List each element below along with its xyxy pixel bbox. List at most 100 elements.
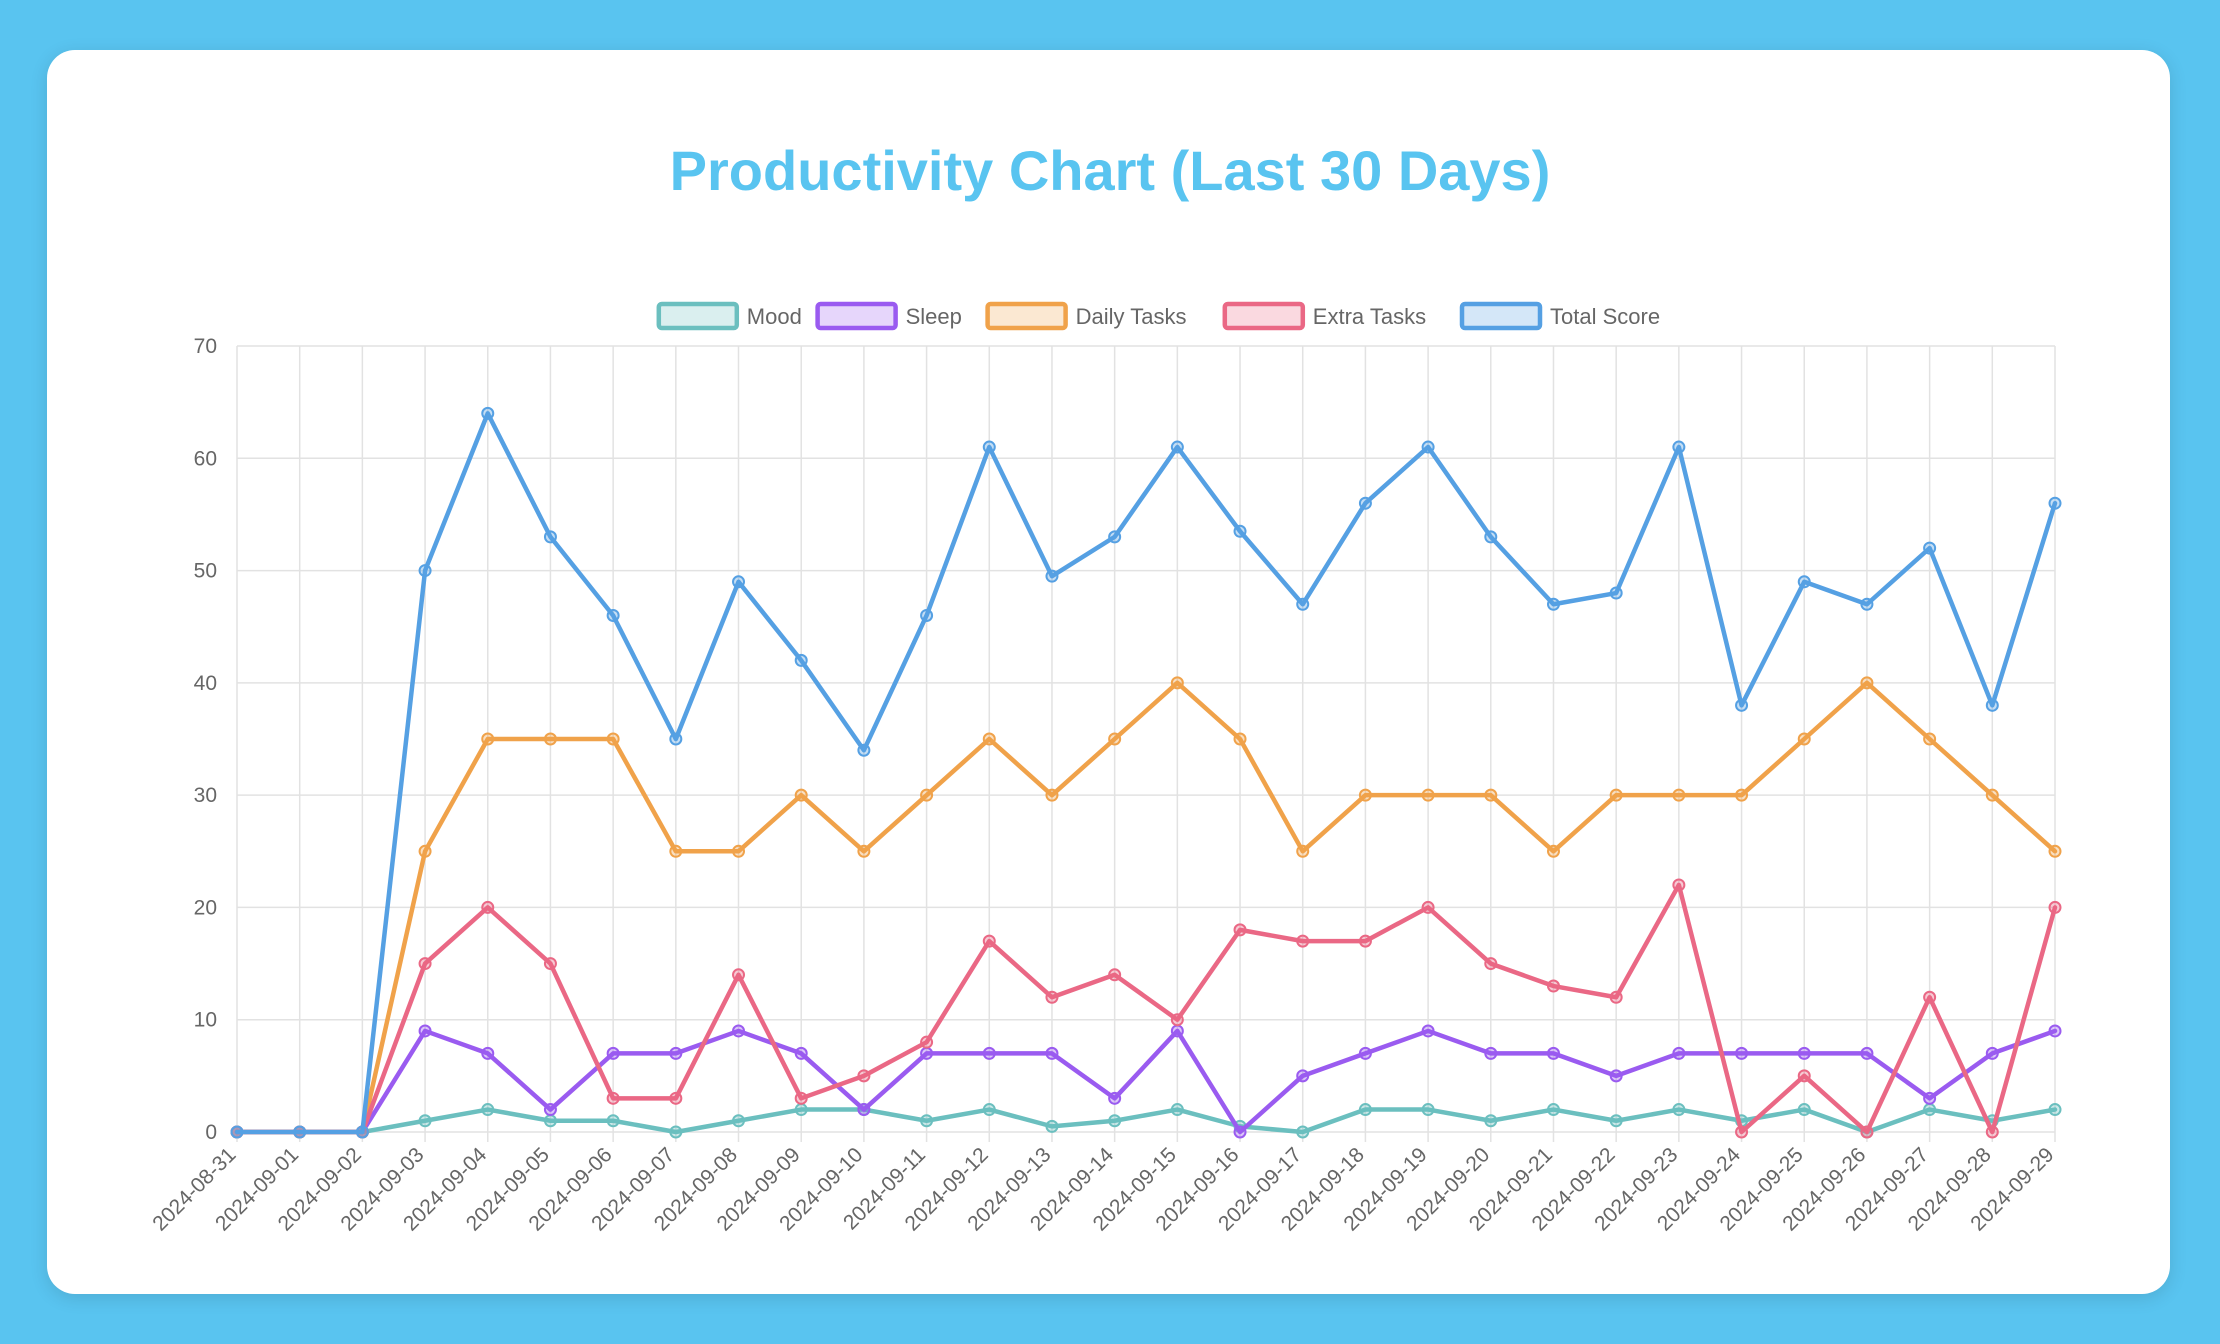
- data-point[interactable]: [1296, 597, 1310, 611]
- data-point[interactable]: [543, 957, 557, 971]
- data-point[interactable]: [481, 406, 495, 420]
- data-point[interactable]: [1735, 698, 1749, 712]
- data-point[interactable]: [1797, 1103, 1811, 1117]
- data-point[interactable]: [2048, 844, 2062, 858]
- data-point[interactable]: [1609, 586, 1623, 600]
- data-point[interactable]: [1484, 1046, 1498, 1060]
- data-point[interactable]: [481, 1103, 495, 1117]
- data-point[interactable]: [794, 1091, 808, 1105]
- data-point[interactable]: [857, 1103, 871, 1117]
- data-point[interactable]: [857, 1069, 871, 1083]
- data-point[interactable]: [1672, 878, 1686, 892]
- data-point[interactable]: [1421, 1103, 1435, 1117]
- data-point[interactable]: [418, 564, 432, 578]
- data-point[interactable]: [1421, 788, 1435, 802]
- data-point[interactable]: [2048, 900, 2062, 914]
- data-point[interactable]: [355, 1125, 369, 1139]
- data-point[interactable]: [1045, 569, 1059, 583]
- data-point[interactable]: [1985, 1125, 1999, 1139]
- data-point[interactable]: [794, 788, 808, 802]
- data-point[interactable]: [920, 1035, 934, 1049]
- data-point[interactable]: [1735, 1125, 1749, 1139]
- data-point[interactable]: [1358, 1046, 1372, 1060]
- data-point[interactable]: [1484, 957, 1498, 971]
- legend-item[interactable]: Sleep: [815, 301, 962, 331]
- data-point[interactable]: [1546, 1103, 1560, 1117]
- data-point[interactable]: [794, 1046, 808, 1060]
- data-point[interactable]: [418, 957, 432, 971]
- data-point[interactable]: [1108, 1114, 1122, 1128]
- data-point[interactable]: [1860, 1046, 1874, 1060]
- data-point[interactable]: [543, 1114, 557, 1128]
- data-point[interactable]: [1358, 934, 1372, 948]
- data-point[interactable]: [230, 1125, 244, 1139]
- data-point[interactable]: [1170, 1103, 1184, 1117]
- data-point[interactable]: [857, 743, 871, 757]
- data-point[interactable]: [794, 1103, 808, 1117]
- data-point[interactable]: [982, 934, 996, 948]
- data-point[interactable]: [1923, 732, 1937, 746]
- data-point[interactable]: [732, 1114, 746, 1128]
- data-point[interactable]: [1546, 1046, 1560, 1060]
- data-point[interactable]: [1672, 1046, 1686, 1060]
- data-point[interactable]: [732, 575, 746, 589]
- data-point[interactable]: [1546, 979, 1560, 993]
- data-point[interactable]: [1923, 541, 1937, 555]
- data-point[interactable]: [1296, 1125, 1310, 1139]
- data-point[interactable]: [606, 1114, 620, 1128]
- data-point[interactable]: [1296, 844, 1310, 858]
- data-point[interactable]: [1108, 968, 1122, 982]
- data-point[interactable]: [1797, 1046, 1811, 1060]
- data-point[interactable]: [481, 1046, 495, 1060]
- data-point[interactable]: [1609, 1069, 1623, 1083]
- data-point[interactable]: [543, 530, 557, 544]
- data-point[interactable]: [1233, 732, 1247, 746]
- data-point[interactable]: [1797, 575, 1811, 589]
- data-point[interactable]: [1358, 496, 1372, 510]
- data-point[interactable]: [1296, 934, 1310, 948]
- data-point[interactable]: [982, 440, 996, 454]
- data-point[interactable]: [1045, 990, 1059, 1004]
- data-point[interactable]: [418, 844, 432, 858]
- data-point[interactable]: [1484, 530, 1498, 544]
- legend-item[interactable]: Daily Tasks: [985, 301, 1187, 331]
- data-point[interactable]: [481, 732, 495, 746]
- data-point[interactable]: [606, 1091, 620, 1105]
- data-point[interactable]: [606, 732, 620, 746]
- data-point[interactable]: [1860, 597, 1874, 611]
- data-point[interactable]: [1233, 1125, 1247, 1139]
- data-point[interactable]: [1923, 1091, 1937, 1105]
- data-point[interactable]: [1546, 844, 1560, 858]
- data-point[interactable]: [732, 1024, 746, 1038]
- data-point[interactable]: [1170, 1013, 1184, 1027]
- data-point[interactable]: [1170, 676, 1184, 690]
- data-point[interactable]: [1672, 1103, 1686, 1117]
- data-point[interactable]: [1108, 1091, 1122, 1105]
- data-point[interactable]: [1233, 524, 1247, 538]
- data-point[interactable]: [543, 1103, 557, 1117]
- data-point[interactable]: [857, 844, 871, 858]
- data-point[interactable]: [1233, 923, 1247, 937]
- data-point[interactable]: [1484, 788, 1498, 802]
- data-point[interactable]: [920, 608, 934, 622]
- data-point[interactable]: [606, 1046, 620, 1060]
- data-point[interactable]: [1421, 900, 1435, 914]
- data-point[interactable]: [543, 732, 557, 746]
- data-point[interactable]: [732, 844, 746, 858]
- data-point[interactable]: [1860, 1125, 1874, 1139]
- data-point[interactable]: [2048, 1103, 2062, 1117]
- data-point[interactable]: [732, 968, 746, 982]
- data-point[interactable]: [669, 1091, 683, 1105]
- data-point[interactable]: [1358, 788, 1372, 802]
- data-point[interactable]: [606, 608, 620, 622]
- data-point[interactable]: [1170, 1024, 1184, 1038]
- data-point[interactable]: [2048, 1024, 2062, 1038]
- legend-item[interactable]: Total Score: [1459, 301, 1660, 331]
- data-point[interactable]: [1797, 732, 1811, 746]
- data-point[interactable]: [1985, 698, 1999, 712]
- data-point[interactable]: [920, 1046, 934, 1060]
- data-point[interactable]: [1985, 788, 1999, 802]
- data-point[interactable]: [1484, 1114, 1498, 1128]
- data-point[interactable]: [794, 653, 808, 667]
- data-point[interactable]: [418, 1024, 432, 1038]
